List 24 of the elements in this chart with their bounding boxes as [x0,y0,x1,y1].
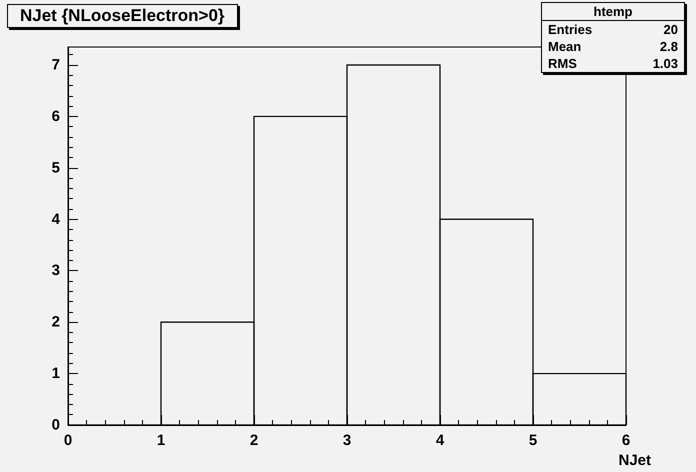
y-tick-label: 4 [52,210,61,228]
annotation: RMS [548,56,577,71]
text: Entries [548,22,592,37]
x-tick-label: 3 [342,432,352,449]
y-tick-label: 1 [52,365,60,382]
y-tick-label: 7 [52,56,60,74]
text: htemp [542,3,684,21]
x-axis-title: NJet [618,452,651,469]
chart-title: NJet {NLooseElectron>0} [7,4,238,28]
text: 2.8 [660,39,678,54]
text: 1.03 [652,56,678,71]
text: 20 [664,22,678,37]
x-tick-label: 5 [528,432,538,449]
y-tick-label: 0 [52,416,60,434]
x-tick-label: 1 [156,432,166,449]
y-tick-label: 6 [52,108,60,125]
x-tick-label: 2 [250,432,258,449]
y-tick-label: 3 [52,262,60,280]
y-tick-label: 2 [52,314,60,331]
y-tick-label: 5 [52,159,60,176]
x-tick-label: 0 [64,432,72,449]
x-tick-label: 6 [622,432,630,449]
annotation: Mean [548,39,582,54]
x-tick-label: 4 [436,432,445,449]
